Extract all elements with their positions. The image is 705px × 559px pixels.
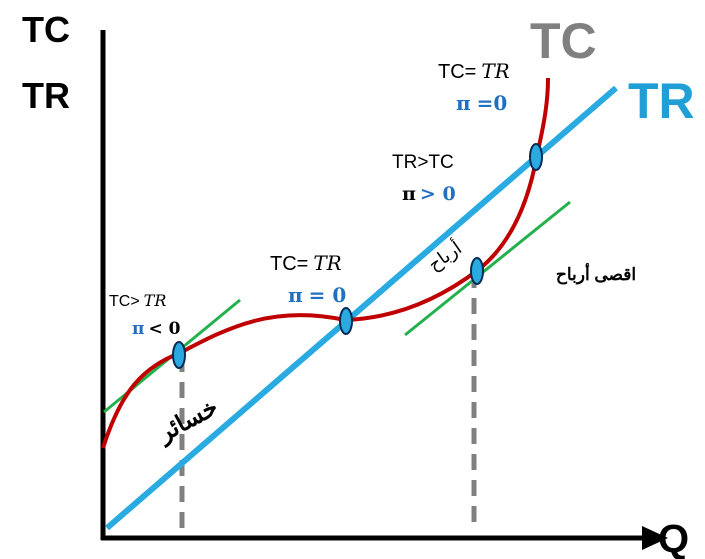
marker-max-profit [470, 257, 484, 285]
tr-line-label: TR [628, 73, 695, 129]
tc-curve-label: TC [530, 13, 597, 69]
marker-break-even-2 [529, 143, 543, 171]
y-axis-label-tc: TC [22, 9, 70, 50]
annotation-top-line1: TC= TR [438, 59, 510, 83]
marker-break-even-1 [339, 307, 353, 335]
annotation-upper-line1: TR>TC [392, 152, 454, 173]
x-axis-arrow-icon [642, 526, 668, 550]
max-profit-label: اقصى أرباح [556, 262, 636, 285]
annotation-left-line2: π < 0 [132, 319, 181, 339]
marker-loss-point [172, 341, 186, 369]
annotation-middle-line2: π = 0 [288, 283, 346, 307]
annotation-middle-line1: TC= TR [270, 251, 342, 275]
annotation-left-line1: TC> TR [109, 291, 166, 310]
profits-label: أرباح [423, 236, 466, 275]
y-axis-label-tr: TR [22, 75, 70, 116]
tangent-line-right [404, 200, 571, 337]
annotation-upper-line2: π > 0 [402, 183, 456, 205]
annotation-top-line2: π =0 [456, 91, 507, 115]
x-axis-label-q: Q [658, 517, 689, 559]
